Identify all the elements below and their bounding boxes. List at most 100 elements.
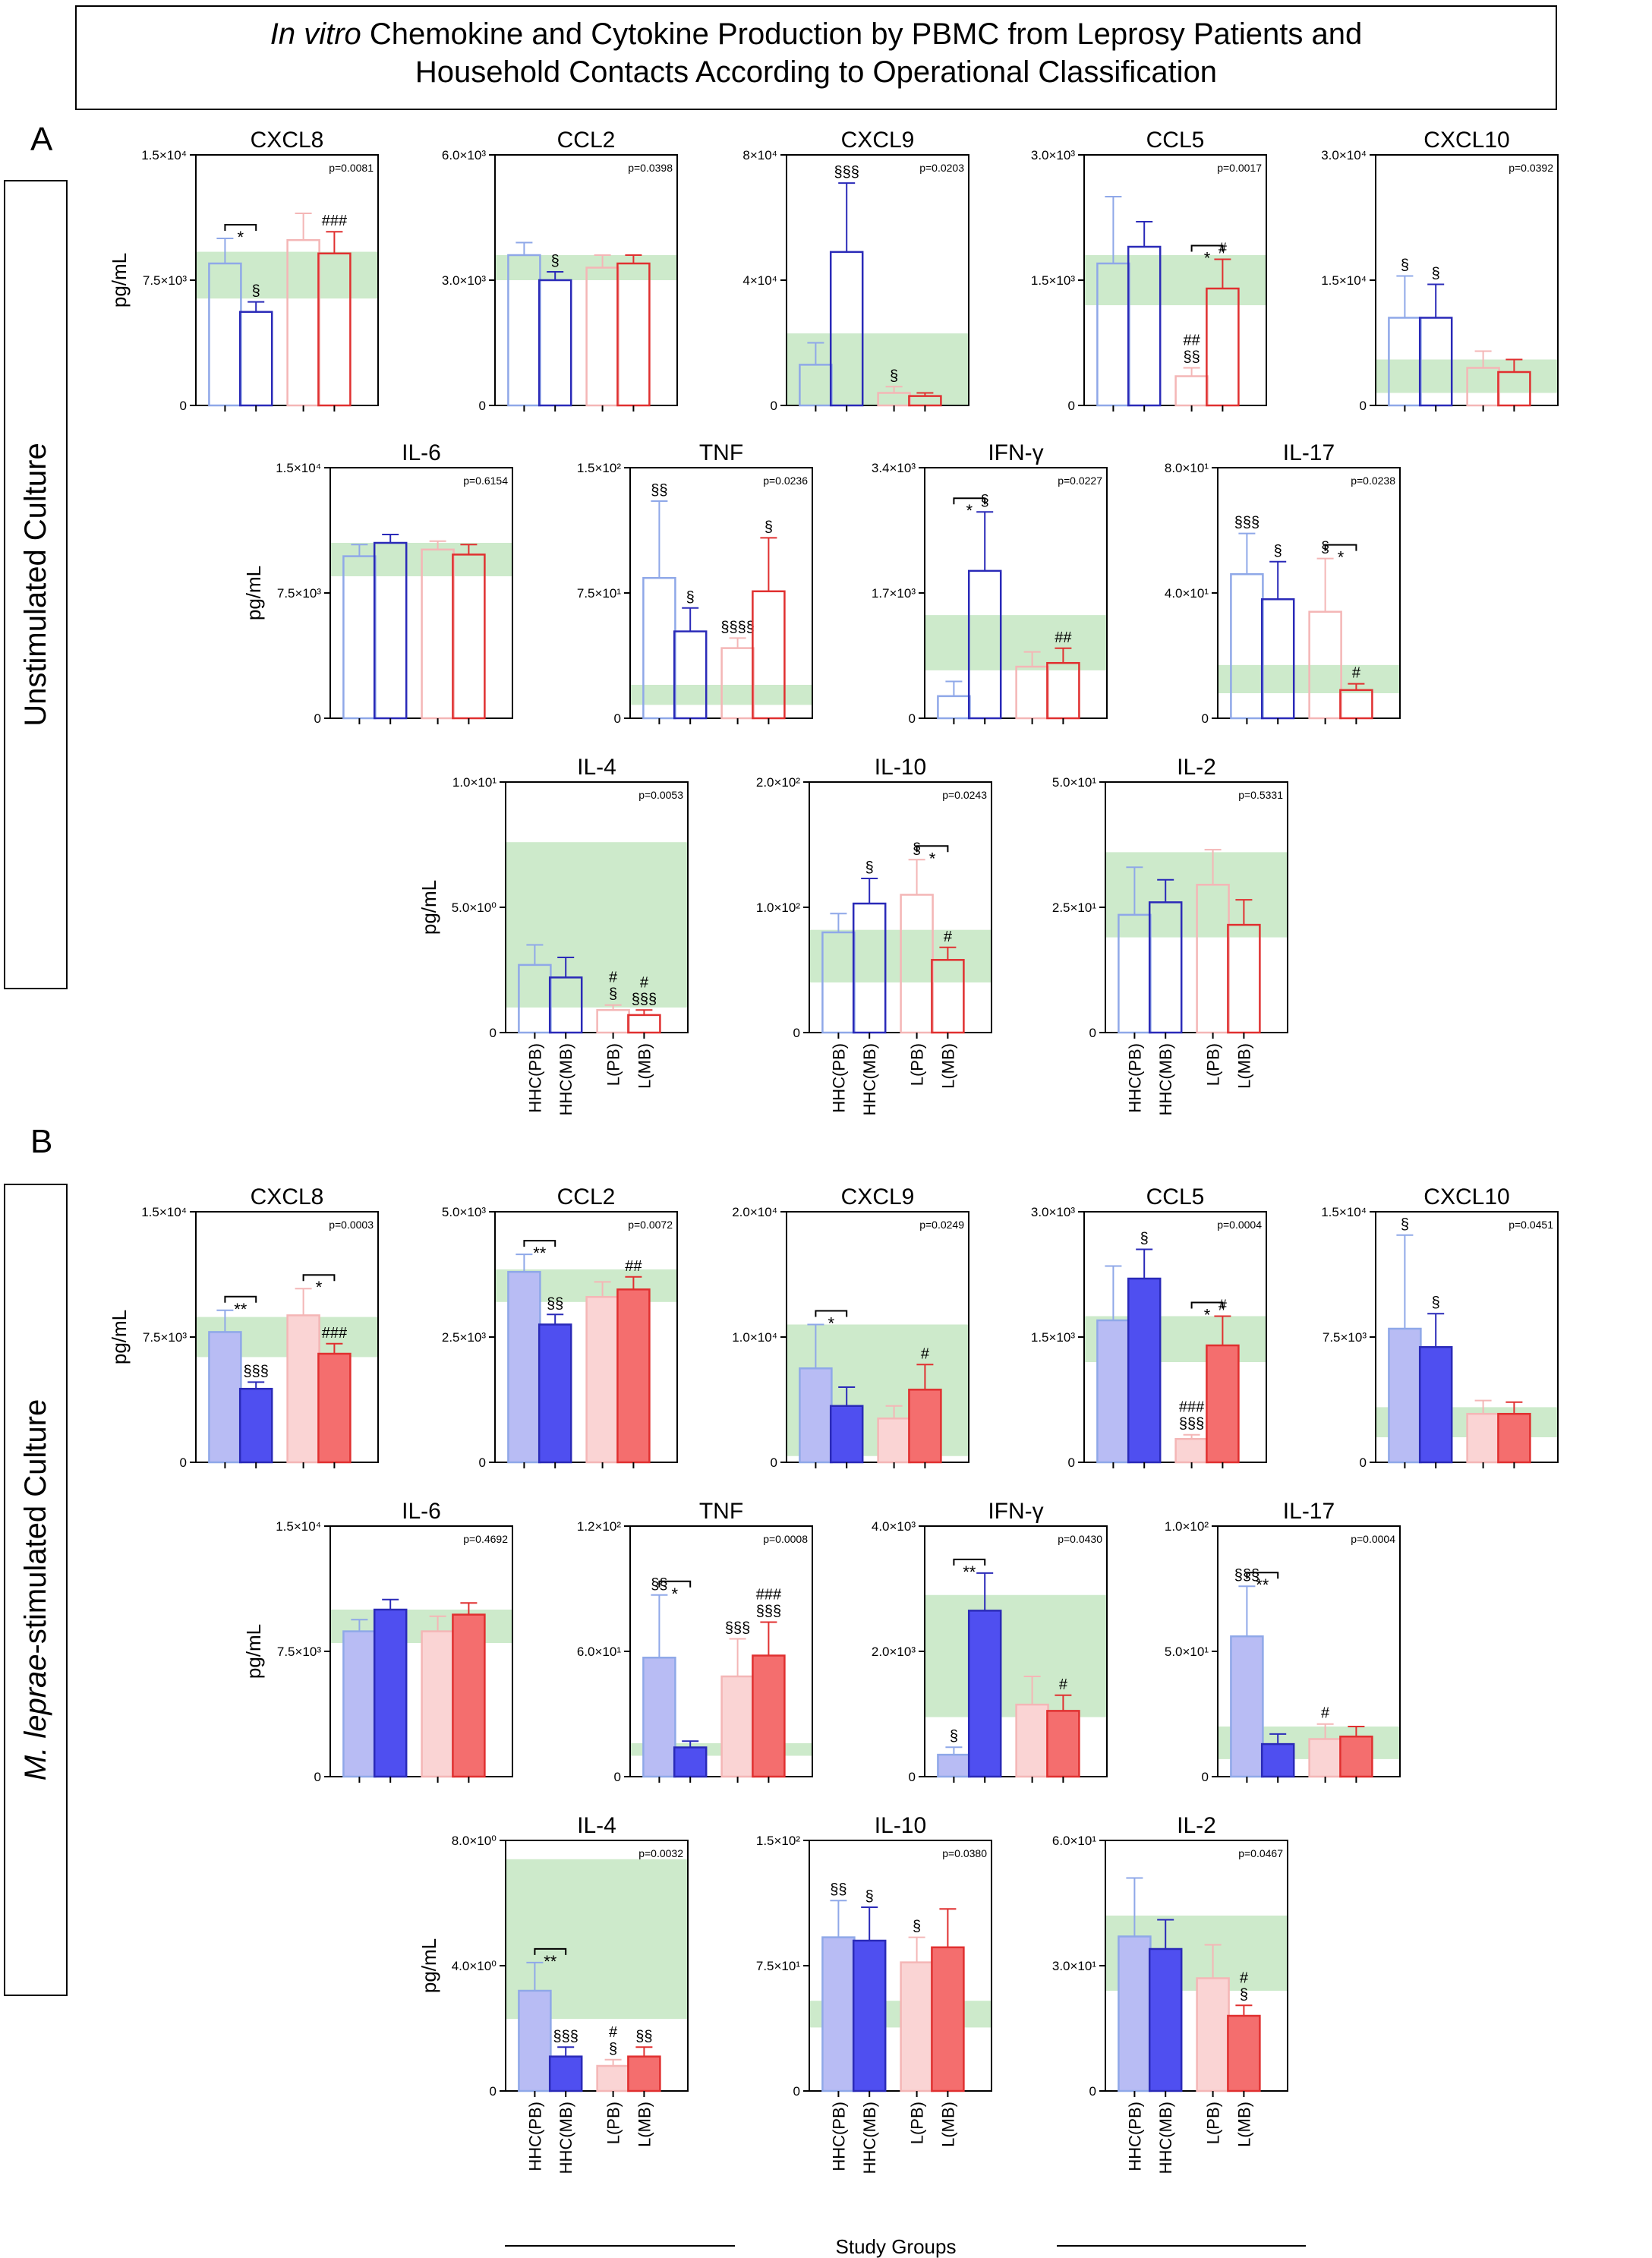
significance-mark: § [1401,257,1409,274]
p-value: p=0.0249 [919,1219,964,1231]
bar-hhcpb [937,1753,971,1778]
x-category-label: HHC(MB) [556,2102,575,2174]
chart-title: CCL5 [1146,128,1205,153]
bracket-label: * [1338,548,1345,567]
y-tick-label: 0 [314,1770,321,1784]
y-axis-label: pg/mL [418,1938,440,1993]
bracket-label: * [828,1314,835,1333]
y-tick-label: 4×10⁴ [742,273,777,288]
significance-mark: § [1432,1295,1440,1311]
y-tick-label: 0 [1360,399,1367,413]
bar-hhcmb [238,311,273,407]
significance-mark: § [913,1919,921,1935]
bracket-label: ** [533,1244,547,1263]
significance-bracket [815,1310,848,1317]
bar-lmb [317,1352,352,1464]
significance-bracket [658,1580,692,1588]
bar-lpb [1015,665,1049,720]
significance-mark: § [1240,1986,1248,2003]
significance-bracket [953,1558,986,1566]
chart-title: CXCL9 [841,128,915,153]
x-category-label: HHC(MB) [860,1043,879,1115]
y-tick-label: 1.5×10³ [1031,1330,1075,1345]
bracket-label: ** [234,1300,247,1319]
bar-lpb [1308,1738,1342,1778]
bar-hhcpb [342,555,377,720]
chart-title: IL-10 [875,755,926,780]
bar-lmb [1339,1735,1373,1778]
y-tick-label: 1.5×10³ [1031,273,1075,288]
significance-mark: # [1059,1676,1068,1693]
chart-title: TNF [699,440,743,465]
bar-lmb [627,2055,661,2092]
y-tick-label: 6.0×10³ [442,148,486,162]
y-tick-label: 0 [490,2084,497,2099]
significance-mark: § [950,1728,958,1745]
chart-b-il-6: IL-6 p=0.4692 0 7.5×10³ 1.5×10⁴ pg/mL [242,1499,513,1784]
chart-title: IFN-γ [988,440,1043,465]
chart-title: CXCL8 [251,128,324,153]
bar-lpb [720,1675,755,1778]
x-category-label: L(MB) [1234,2102,1253,2147]
y-tick-label: 1.0×10¹ [452,775,497,790]
bar-hhcpb [642,1657,676,1778]
side-box-a [4,180,68,989]
bracket-label: ** [544,1952,557,1971]
y-axis-label: pg/mL [242,566,265,620]
significance-mark: §§§ [632,991,657,1008]
bar-lpb [720,647,755,720]
p-value: p=0.0467 [1238,1847,1283,1859]
p-value: p=0.0236 [763,475,808,487]
significance-mark: § [890,367,898,384]
bar-hhcmb [1260,598,1295,720]
y-tick-label: 0 [1202,711,1209,726]
significance-mark: §§ [547,1295,563,1312]
significance-bracket [1246,1572,1279,1579]
y-tick-label: 1.0×10⁴ [732,1330,777,1345]
p-value: p=0.6154 [463,475,508,487]
chart-b-il-2: IL-2 p=0.0467 0 3.0×10¹ 6.0×10¹ #§ HHC(PB) HHC(… [1052,1813,1288,2174]
significance-bracket [953,497,986,505]
significance-mark: # [1240,1969,1249,1986]
significance-mark: # [1352,665,1361,682]
y-tick-label: 3.0×10³ [1031,1205,1075,1219]
bar-lpb [900,1961,934,2092]
y-tick-label: 7.5×10³ [277,1645,321,1659]
bar-lpb [596,1009,630,1034]
x-category-label: L(MB) [635,2102,654,2147]
y-tick-label: 0 [479,1455,486,1470]
bracket-label: * [1204,1306,1211,1325]
x-category-label: HHC(PB) [829,1043,848,1113]
significance-mark: # [609,2024,618,2041]
chart-a-ccl2: CCL2 p=0.0398 0 3.0×10³ 6.0×10³ § [442,128,678,413]
bracket-label: * [929,849,936,868]
x-category-label: HHC(MB) [556,1043,575,1115]
chart-title: IL-2 [1177,1813,1216,1838]
p-value: p=0.0430 [1058,1533,1102,1545]
significance-mark: § [1432,266,1440,282]
y-tick-label: 3.4×10³ [872,461,916,475]
y-tick-label: 3.0×10¹ [1052,1959,1096,1973]
p-value: p=0.0017 [1217,162,1262,174]
y-tick-label: 0 [793,1026,800,1040]
significance-mark: § [865,1888,874,1905]
p-value: p=0.0243 [942,789,987,801]
bracket-label: * [316,1278,323,1297]
y-tick-label: 1.0×10² [1165,1519,1209,1534]
significance-mark: ### [756,1587,782,1604]
y-tick-label: 3.0×10³ [1031,148,1075,162]
significance-mark: # [921,1345,930,1362]
chart-b-cxcl8: CXCL8 p=0.0003 0 7.5×10³ 1.5×10⁴ pg/mL §§§ ### *… [108,1184,379,1470]
p-value: p=0.0053 [638,789,683,801]
y-tick-label: 6.0×10¹ [577,1645,621,1659]
significance-mark: § [609,2041,617,2058]
y-tick-label: 8×10⁴ [742,148,777,162]
bar-hhcpb [507,1270,541,1464]
bar-lmb [1206,1344,1240,1464]
